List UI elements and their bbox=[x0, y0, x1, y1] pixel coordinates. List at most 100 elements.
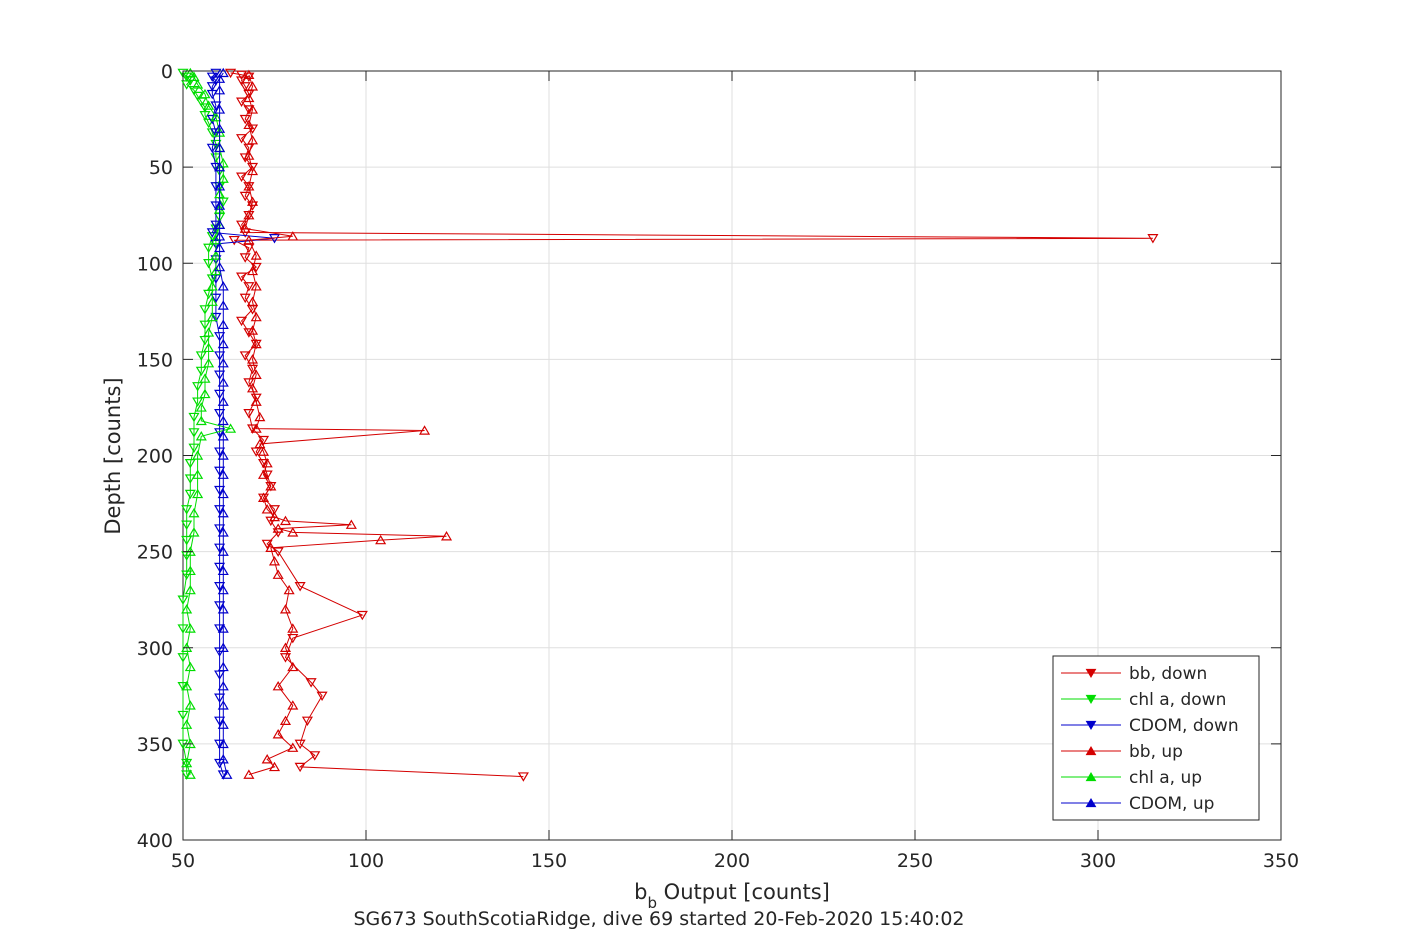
data-point bbox=[214, 409, 226, 419]
data-point bbox=[214, 219, 226, 229]
data-point bbox=[217, 642, 229, 652]
x-tick-label: 350 bbox=[1263, 850, 1299, 872]
data-point bbox=[203, 118, 215, 129]
data-point bbox=[243, 150, 255, 160]
data-point bbox=[214, 693, 226, 703]
data-point bbox=[214, 332, 226, 342]
data-point bbox=[217, 661, 229, 672]
data-point bbox=[236, 316, 248, 327]
data-point bbox=[236, 220, 248, 231]
legend-label: CDOM, down bbox=[1129, 716, 1239, 736]
data-point bbox=[214, 582, 226, 592]
data-point bbox=[217, 281, 229, 291]
ticks: 50 100 150 200 250 300 350 0 50 100 150 200 250 300 35… bbox=[137, 61, 1299, 872]
data-point bbox=[243, 69, 255, 80]
data-point bbox=[261, 457, 273, 468]
data-point bbox=[243, 328, 255, 338]
data-point bbox=[214, 181, 226, 191]
data-point bbox=[217, 770, 229, 780]
data-point bbox=[243, 209, 255, 220]
data-point bbox=[184, 584, 196, 595]
data-point bbox=[250, 281, 262, 291]
data-point bbox=[287, 527, 299, 537]
data-point bbox=[217, 173, 229, 183]
data-point bbox=[250, 423, 262, 433]
data-point bbox=[195, 431, 207, 441]
data-point bbox=[217, 623, 229, 633]
series-line bbox=[230, 72, 1153, 778]
y-tick-label: 0 bbox=[161, 61, 173, 83]
data-point bbox=[217, 431, 229, 441]
data-point bbox=[203, 327, 215, 337]
data-point bbox=[246, 354, 259, 364]
data-point bbox=[283, 584, 295, 595]
legend-label: chl a, down bbox=[1129, 690, 1226, 710]
data-point bbox=[217, 680, 229, 691]
y-tick-label: 100 bbox=[137, 253, 173, 275]
legend-item: chl a, down bbox=[1061, 690, 1226, 710]
data-point bbox=[239, 223, 251, 233]
data-point bbox=[181, 719, 193, 729]
data-point bbox=[184, 565, 196, 576]
data-point bbox=[195, 402, 207, 412]
data-point bbox=[243, 234, 255, 245]
data-point bbox=[217, 158, 229, 168]
data-point bbox=[214, 200, 226, 210]
data-point bbox=[188, 527, 200, 537]
data-point bbox=[246, 134, 259, 145]
x-tick-label: 300 bbox=[1080, 850, 1116, 872]
data-point bbox=[214, 231, 226, 241]
legend-item: bb, down bbox=[1061, 664, 1207, 684]
data-point bbox=[192, 91, 204, 102]
data-point bbox=[214, 261, 226, 272]
legend-item: CDOM, down bbox=[1061, 716, 1239, 736]
data-point bbox=[261, 504, 273, 514]
data-point bbox=[250, 396, 262, 406]
data-point bbox=[214, 505, 226, 515]
data-point bbox=[177, 710, 189, 721]
data-point bbox=[268, 556, 281, 566]
data-point bbox=[236, 272, 248, 282]
data-point bbox=[287, 633, 299, 644]
data-point bbox=[301, 716, 313, 727]
data-point bbox=[214, 104, 226, 114]
data-point bbox=[192, 488, 204, 499]
data-point bbox=[188, 507, 200, 518]
data-point bbox=[239, 82, 251, 92]
data-point bbox=[243, 378, 255, 388]
y-tick-label: 250 bbox=[137, 542, 173, 564]
data-point bbox=[206, 114, 218, 125]
data-point bbox=[188, 412, 200, 423]
data-point bbox=[192, 469, 204, 479]
data-point bbox=[206, 143, 218, 154]
data-point bbox=[214, 562, 226, 573]
data-point bbox=[214, 123, 226, 133]
data-point bbox=[199, 388, 211, 399]
x-axis-label: bb Output [counts] bbox=[634, 880, 830, 912]
data-point bbox=[199, 88, 211, 99]
data-point bbox=[1147, 234, 1159, 244]
data-point bbox=[287, 623, 299, 633]
data-point bbox=[279, 515, 292, 526]
y-tick-label: 400 bbox=[137, 830, 173, 852]
data-point bbox=[287, 661, 299, 672]
y-tick-label: 200 bbox=[137, 446, 173, 468]
data-point bbox=[199, 103, 211, 113]
data-point bbox=[261, 754, 273, 764]
data-point bbox=[217, 527, 229, 537]
data-point bbox=[265, 542, 277, 552]
data-point bbox=[243, 769, 255, 779]
data-point bbox=[236, 76, 248, 86]
data-point bbox=[257, 458, 270, 469]
data-point bbox=[268, 761, 281, 772]
legend-marker bbox=[1085, 745, 1097, 756]
data-point bbox=[243, 181, 255, 191]
data-point bbox=[214, 485, 226, 496]
data-point bbox=[181, 604, 193, 614]
data-point bbox=[199, 305, 211, 315]
data-point bbox=[217, 719, 229, 729]
x-axis-label-rest: Output [counts] bbox=[657, 880, 830, 904]
data-point bbox=[236, 70, 248, 81]
data-point bbox=[181, 520, 193, 530]
